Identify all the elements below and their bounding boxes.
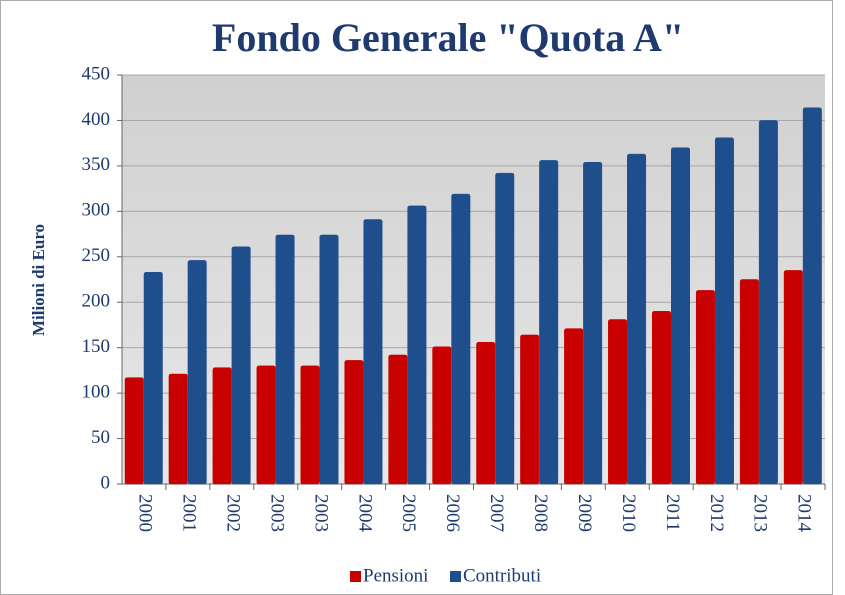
y-tick-label: 400 — [82, 109, 111, 130]
bar — [300, 365, 320, 485]
legend-label: Contributi — [463, 565, 541, 586]
bar — [124, 377, 144, 485]
bar — [187, 260, 207, 485]
bar — [714, 137, 734, 485]
bar — [168, 373, 188, 485]
x-tick-label: 2003 — [266, 494, 287, 532]
bar — [671, 147, 690, 485]
y-tick-label: 200 — [82, 291, 111, 312]
bar — [231, 246, 251, 485]
y-tick-label: 150 — [82, 336, 111, 357]
bar — [363, 219, 383, 485]
y-tick-label: 450 — [82, 63, 111, 84]
legend-swatch — [450, 571, 461, 582]
bar — [275, 234, 295, 485]
bar — [451, 193, 471, 485]
x-tick-label: 2002 — [222, 494, 243, 532]
bar — [344, 360, 364, 485]
bar — [539, 160, 559, 485]
x-tick-label: 2007 — [486, 494, 507, 532]
y-tick-label: 0 — [101, 472, 111, 493]
bar — [783, 270, 803, 485]
bar — [407, 205, 427, 485]
bar — [652, 311, 671, 485]
bar — [627, 153, 647, 485]
y-tick-label: 100 — [82, 381, 111, 402]
bar — [476, 341, 496, 485]
x-tick-label: 2003 — [310, 494, 331, 532]
bar — [802, 107, 822, 485]
x-tick-label: 2014 — [794, 494, 815, 533]
x-tick-label: 2009 — [574, 494, 595, 532]
bar — [608, 319, 628, 485]
bar — [388, 354, 408, 485]
bar — [520, 334, 540, 485]
bar — [495, 172, 515, 485]
bar — [583, 162, 603, 485]
chart-title: Fondo Generale "Quota A" — [212, 15, 684, 60]
x-tick-label: 2008 — [530, 494, 551, 532]
legend-label: Pensioni — [363, 565, 428, 586]
bar — [319, 234, 339, 485]
x-tick-label: 2013 — [750, 494, 771, 532]
x-tick-label: 2012 — [706, 494, 727, 532]
bar — [739, 279, 759, 485]
x-tick-label: 2011 — [662, 494, 683, 531]
bar — [432, 346, 452, 485]
x-tick-label: 2001 — [179, 494, 200, 532]
x-tick-label: 2010 — [618, 494, 639, 532]
bar — [212, 367, 232, 485]
legend-swatch — [350, 571, 361, 582]
y-tick-label: 350 — [82, 154, 111, 175]
bar — [758, 120, 778, 485]
x-tick-label: 2004 — [354, 494, 375, 533]
bar — [695, 290, 715, 485]
y-tick-label: 300 — [82, 200, 111, 221]
x-tick-label: 2000 — [135, 494, 156, 532]
x-tick-label: 2005 — [398, 494, 419, 532]
y-axis-label: Milioni di Euro — [29, 224, 48, 336]
bar — [564, 328, 584, 485]
x-tick-label: 2006 — [442, 494, 463, 532]
bar — [256, 365, 276, 485]
y-tick-label: 50 — [91, 427, 110, 448]
y-tick-label: 250 — [82, 245, 111, 266]
bar — [143, 271, 163, 485]
